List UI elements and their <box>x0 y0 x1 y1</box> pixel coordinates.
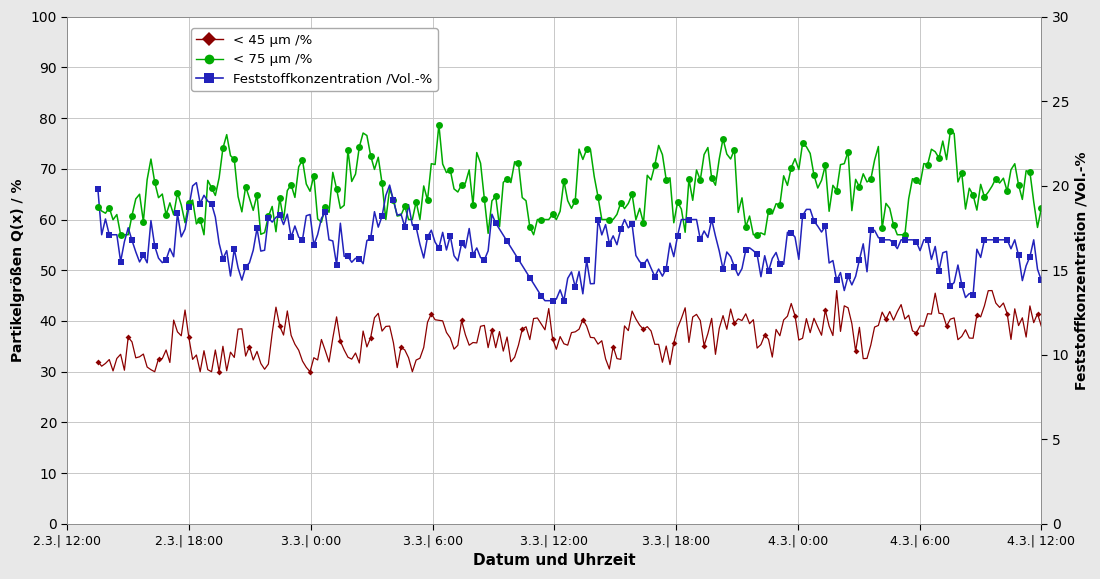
Y-axis label: Partikelgrößen Q(x) / %: Partikelgrößen Q(x) / % <box>11 178 25 362</box>
Legend: < 45 μm /%, < 75 μm /%, Feststoffkonzentration /Vol.-%: < 45 μm /%, < 75 μm /%, Feststoffkonzent… <box>191 28 438 91</box>
X-axis label: Datum und Uhrzeit: Datum und Uhrzeit <box>473 553 636 568</box>
Y-axis label: Feststoffkonzentration /Vol.-%: Feststoffkonzentration /Vol.-% <box>1075 151 1089 390</box>
